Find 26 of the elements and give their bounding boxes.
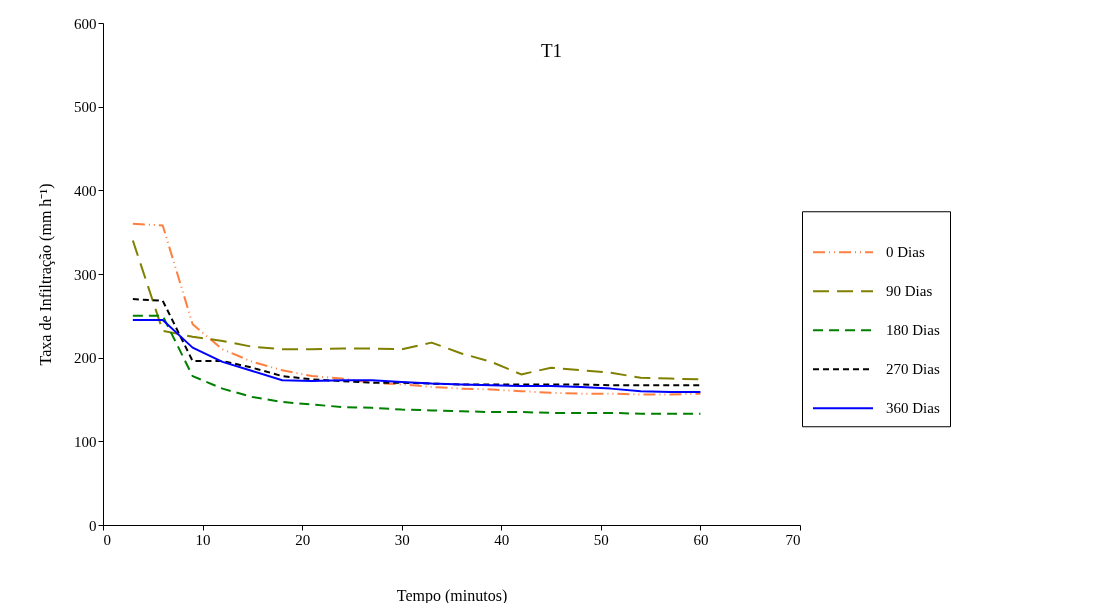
y-tick-label: 100 bbox=[74, 433, 97, 450]
legend-label: 180 Dias bbox=[886, 322, 940, 339]
x-tick-label: 60 bbox=[693, 531, 709, 548]
y-tick-label: 300 bbox=[74, 266, 97, 283]
y-axis-title: Taxa de Infiltração (mm h⁻¹) bbox=[37, 183, 55, 366]
x-tick-label: 10 bbox=[195, 531, 211, 548]
x-tick-label: 40 bbox=[494, 531, 510, 548]
x-tick-label: 30 bbox=[394, 531, 410, 548]
line-series bbox=[131, 222, 702, 396]
x-tick-label: 50 bbox=[593, 531, 609, 548]
legend-label: 270 Dias bbox=[886, 361, 940, 378]
legend-label: 360 Dias bbox=[886, 400, 940, 417]
y-tick-label: 500 bbox=[74, 99, 97, 116]
y-tick-label: 600 bbox=[74, 15, 97, 32]
legend-label: 0 Dias bbox=[886, 244, 925, 261]
x-tick-label: 20 bbox=[295, 531, 311, 548]
y-tick-label: 200 bbox=[74, 350, 97, 367]
line-series bbox=[131, 319, 702, 393]
y-tick-label: 400 bbox=[74, 182, 97, 199]
legend-label: 90 Dias bbox=[886, 283, 933, 300]
line-series bbox=[131, 298, 702, 387]
y-tick-label: 0 bbox=[89, 517, 97, 534]
text: T1 bbox=[540, 40, 563, 61]
x-tick-label: 0 bbox=[103, 531, 111, 548]
x-tick-label: 70 bbox=[785, 531, 801, 548]
line-series bbox=[131, 314, 702, 415]
